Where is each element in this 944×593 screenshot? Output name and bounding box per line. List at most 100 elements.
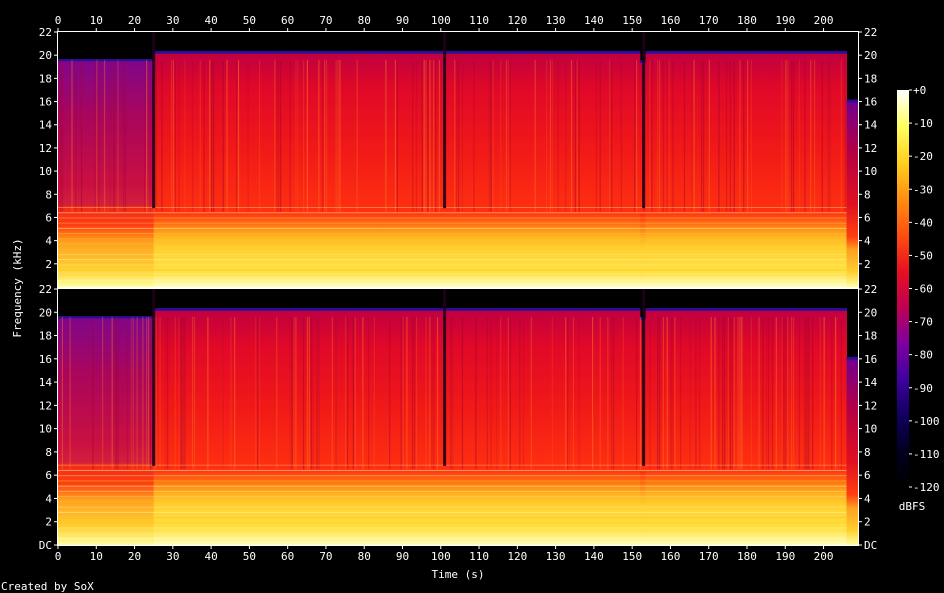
channel-2-spectrogram [57,288,859,546]
x-tick-label-top: 50 [243,14,256,27]
x-tick-label-bottom: 120 [507,550,527,563]
x-tick-label-bottom: 100 [431,550,451,563]
y-tick-label-right: 18 [864,72,877,85]
gap-marker [642,32,646,209]
gap-marker [642,289,646,466]
colorbar-label: dBFS [899,500,926,513]
y-tick-label-right: 8 [864,446,871,459]
x-tick-label-bottom: 40 [204,550,217,563]
x-tick-label-bottom: 30 [166,550,179,563]
x-tick-label-bottom: 110 [469,550,489,563]
cutoff-band [645,52,848,288]
y-tick-label-right: 14 [864,119,878,132]
y-tick-label-left: 20 [39,49,52,62]
cutoff-band [444,52,641,288]
y-tick-label-left: 12 [39,142,52,155]
colorbar-tick-label: -100 [913,415,940,428]
colorbar-tick-label: +0 [913,84,926,97]
x-tick-label-top: 170 [699,14,719,27]
x-tick-label-top: 30 [166,14,179,27]
x-tick-label-top: 150 [622,14,642,27]
colorbar-tick-label: -20 [913,150,933,163]
cutoff-fringe [846,99,859,103]
colorbar-tick-label: -90 [913,382,933,395]
colorbar-tick-label: -110 [913,448,940,461]
y-tick-label-right: 4 [864,492,871,505]
y-tick-label-right: 6 [864,211,871,224]
x-tick-label-top: 80 [358,14,371,27]
y-tick-label-left: 14 [39,119,53,132]
y-axis-label: Frequency (kHz) [11,238,24,337]
y-tick-label-right: 18 [864,330,877,343]
y-tick-label-left: 10 [39,423,52,436]
x-tick-label-top: 20 [128,14,141,27]
colorbar-tick-label: -60 [913,283,933,296]
y-tick-label-left: 2 [45,516,52,529]
y-tick-label-left: 10 [39,165,52,178]
y-tick-label-left: 8 [45,446,52,459]
x-axis-label: Time (s) [432,568,485,581]
colorbar-tick-label: -50 [913,249,933,262]
y-tick-label-right: 12 [864,142,877,155]
y-tick-label-right: 22 [864,283,877,296]
y-tick-label-left: 4 [45,235,52,248]
cutoff-band [846,358,859,545]
x-tick-label-top: 60 [281,14,294,27]
colorbar-tick-label: -30 [913,183,933,196]
y-tick-label-right: 16 [864,96,877,109]
x-tick-label-top: 140 [584,14,604,27]
y-tick-label-right: 8 [864,188,871,201]
x-tick-label-bottom: 70 [319,550,332,563]
x-tick-label-bottom: 50 [243,550,256,563]
x-tick-label-bottom: 150 [622,550,642,563]
x-tick-label-top: 120 [507,14,527,27]
x-tick-label-top: 130 [546,14,566,27]
colorbar-tick-label: -80 [913,349,933,362]
y-tick-label-right: 10 [864,423,877,436]
x-tick-label-bottom: 10 [90,550,103,563]
y-tick-label-right: 6 [864,469,871,482]
cutoff-fringe [153,50,446,54]
cutoff-band [444,309,641,545]
colorbar-tick-label: -40 [913,216,933,229]
x-tick-label-bottom: 160 [661,550,681,563]
x-tick-label-bottom: 130 [546,550,566,563]
y-tick-label-right: 14 [864,376,878,389]
y-tick-label-right: 2 [864,258,871,271]
y-tick-label-right: DC [864,539,877,552]
y-tick-label-left: DC [39,539,52,552]
colorbar-gradient [897,90,909,487]
channel-1-spectrogram [57,31,859,288]
y-tick-label-left: 18 [39,330,52,343]
cutoff-fringe [846,356,859,360]
y-tick-label-right: 2 [864,516,871,529]
cutoff-band [153,52,446,288]
y-tick-label-left: 16 [39,96,52,109]
x-tick-label-bottom: 140 [584,550,604,563]
colorbar: +0 -10 -20 -30 -40 -50 -60 -70 -80 -90 -100 -110 -12… [897,84,940,513]
x-tick-label-bottom: 20 [128,550,141,563]
cutoff-band [58,318,155,545]
x-tick-label-bottom: 90 [396,550,409,563]
y-tick-label-left: 6 [45,469,52,482]
x-tick-label-bottom: 170 [699,550,719,563]
y-tick-label-left: 18 [39,72,52,85]
x-tick-label-bottom: 0 [55,550,62,563]
x-tick-label-top: 40 [204,14,217,27]
y-tick-label-right: 10 [864,165,877,178]
created-by-footer: Created by SoX [1,580,94,593]
x-tick-label-bottom: 200 [814,550,834,563]
colorbar-tick-label: -10 [913,117,933,130]
y-tick-label-right: 22 [864,26,877,39]
x-tick-label-bottom: 180 [737,550,757,563]
y-tick-label-right: 12 [864,399,877,412]
cutoff-band [153,309,446,545]
x-tick-label-top: 100 [431,14,451,27]
cutoff-fringe [58,58,155,62]
x-tick-label-top: 110 [469,14,489,27]
y-tick-label-left: 22 [39,26,52,39]
x-tick-label-bottom: 190 [775,550,795,563]
cutoff-band [846,101,859,287]
cutoff-band [645,309,848,545]
